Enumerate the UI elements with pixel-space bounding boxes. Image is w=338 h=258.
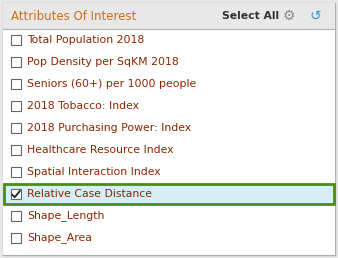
Text: 2018 Purchasing Power: Index: 2018 Purchasing Power: Index xyxy=(27,123,191,133)
Text: ⚙: ⚙ xyxy=(282,9,295,23)
Text: ↺: ↺ xyxy=(309,9,321,23)
Bar xyxy=(3,29,335,255)
Bar xyxy=(11,189,21,199)
Bar xyxy=(11,101,21,111)
Bar xyxy=(11,57,21,67)
Bar xyxy=(11,79,21,89)
Bar xyxy=(11,123,21,133)
Bar xyxy=(11,211,21,221)
Bar xyxy=(11,233,21,243)
Text: Relative Case Distance: Relative Case Distance xyxy=(27,189,152,199)
Text: Pop Density per SqKM 2018: Pop Density per SqKM 2018 xyxy=(27,57,179,67)
Text: Spatial Interaction Index: Spatial Interaction Index xyxy=(27,167,161,177)
Text: Shape_Length: Shape_Length xyxy=(27,211,104,221)
Bar xyxy=(3,3,335,29)
Text: Shape_Area: Shape_Area xyxy=(27,232,92,244)
Bar xyxy=(11,145,21,155)
Bar xyxy=(4,184,334,204)
Bar xyxy=(11,35,21,45)
Bar xyxy=(11,167,21,177)
Text: Seniors (60+) per 1000 people: Seniors (60+) per 1000 people xyxy=(27,79,196,89)
Text: Total Population 2018: Total Population 2018 xyxy=(27,35,144,45)
Text: Healthcare Resource Index: Healthcare Resource Index xyxy=(27,145,173,155)
Text: Attributes Of Interest: Attributes Of Interest xyxy=(11,10,136,22)
Text: 2018 Tobacco: Index: 2018 Tobacco: Index xyxy=(27,101,139,111)
Text: Select All: Select All xyxy=(222,11,279,21)
